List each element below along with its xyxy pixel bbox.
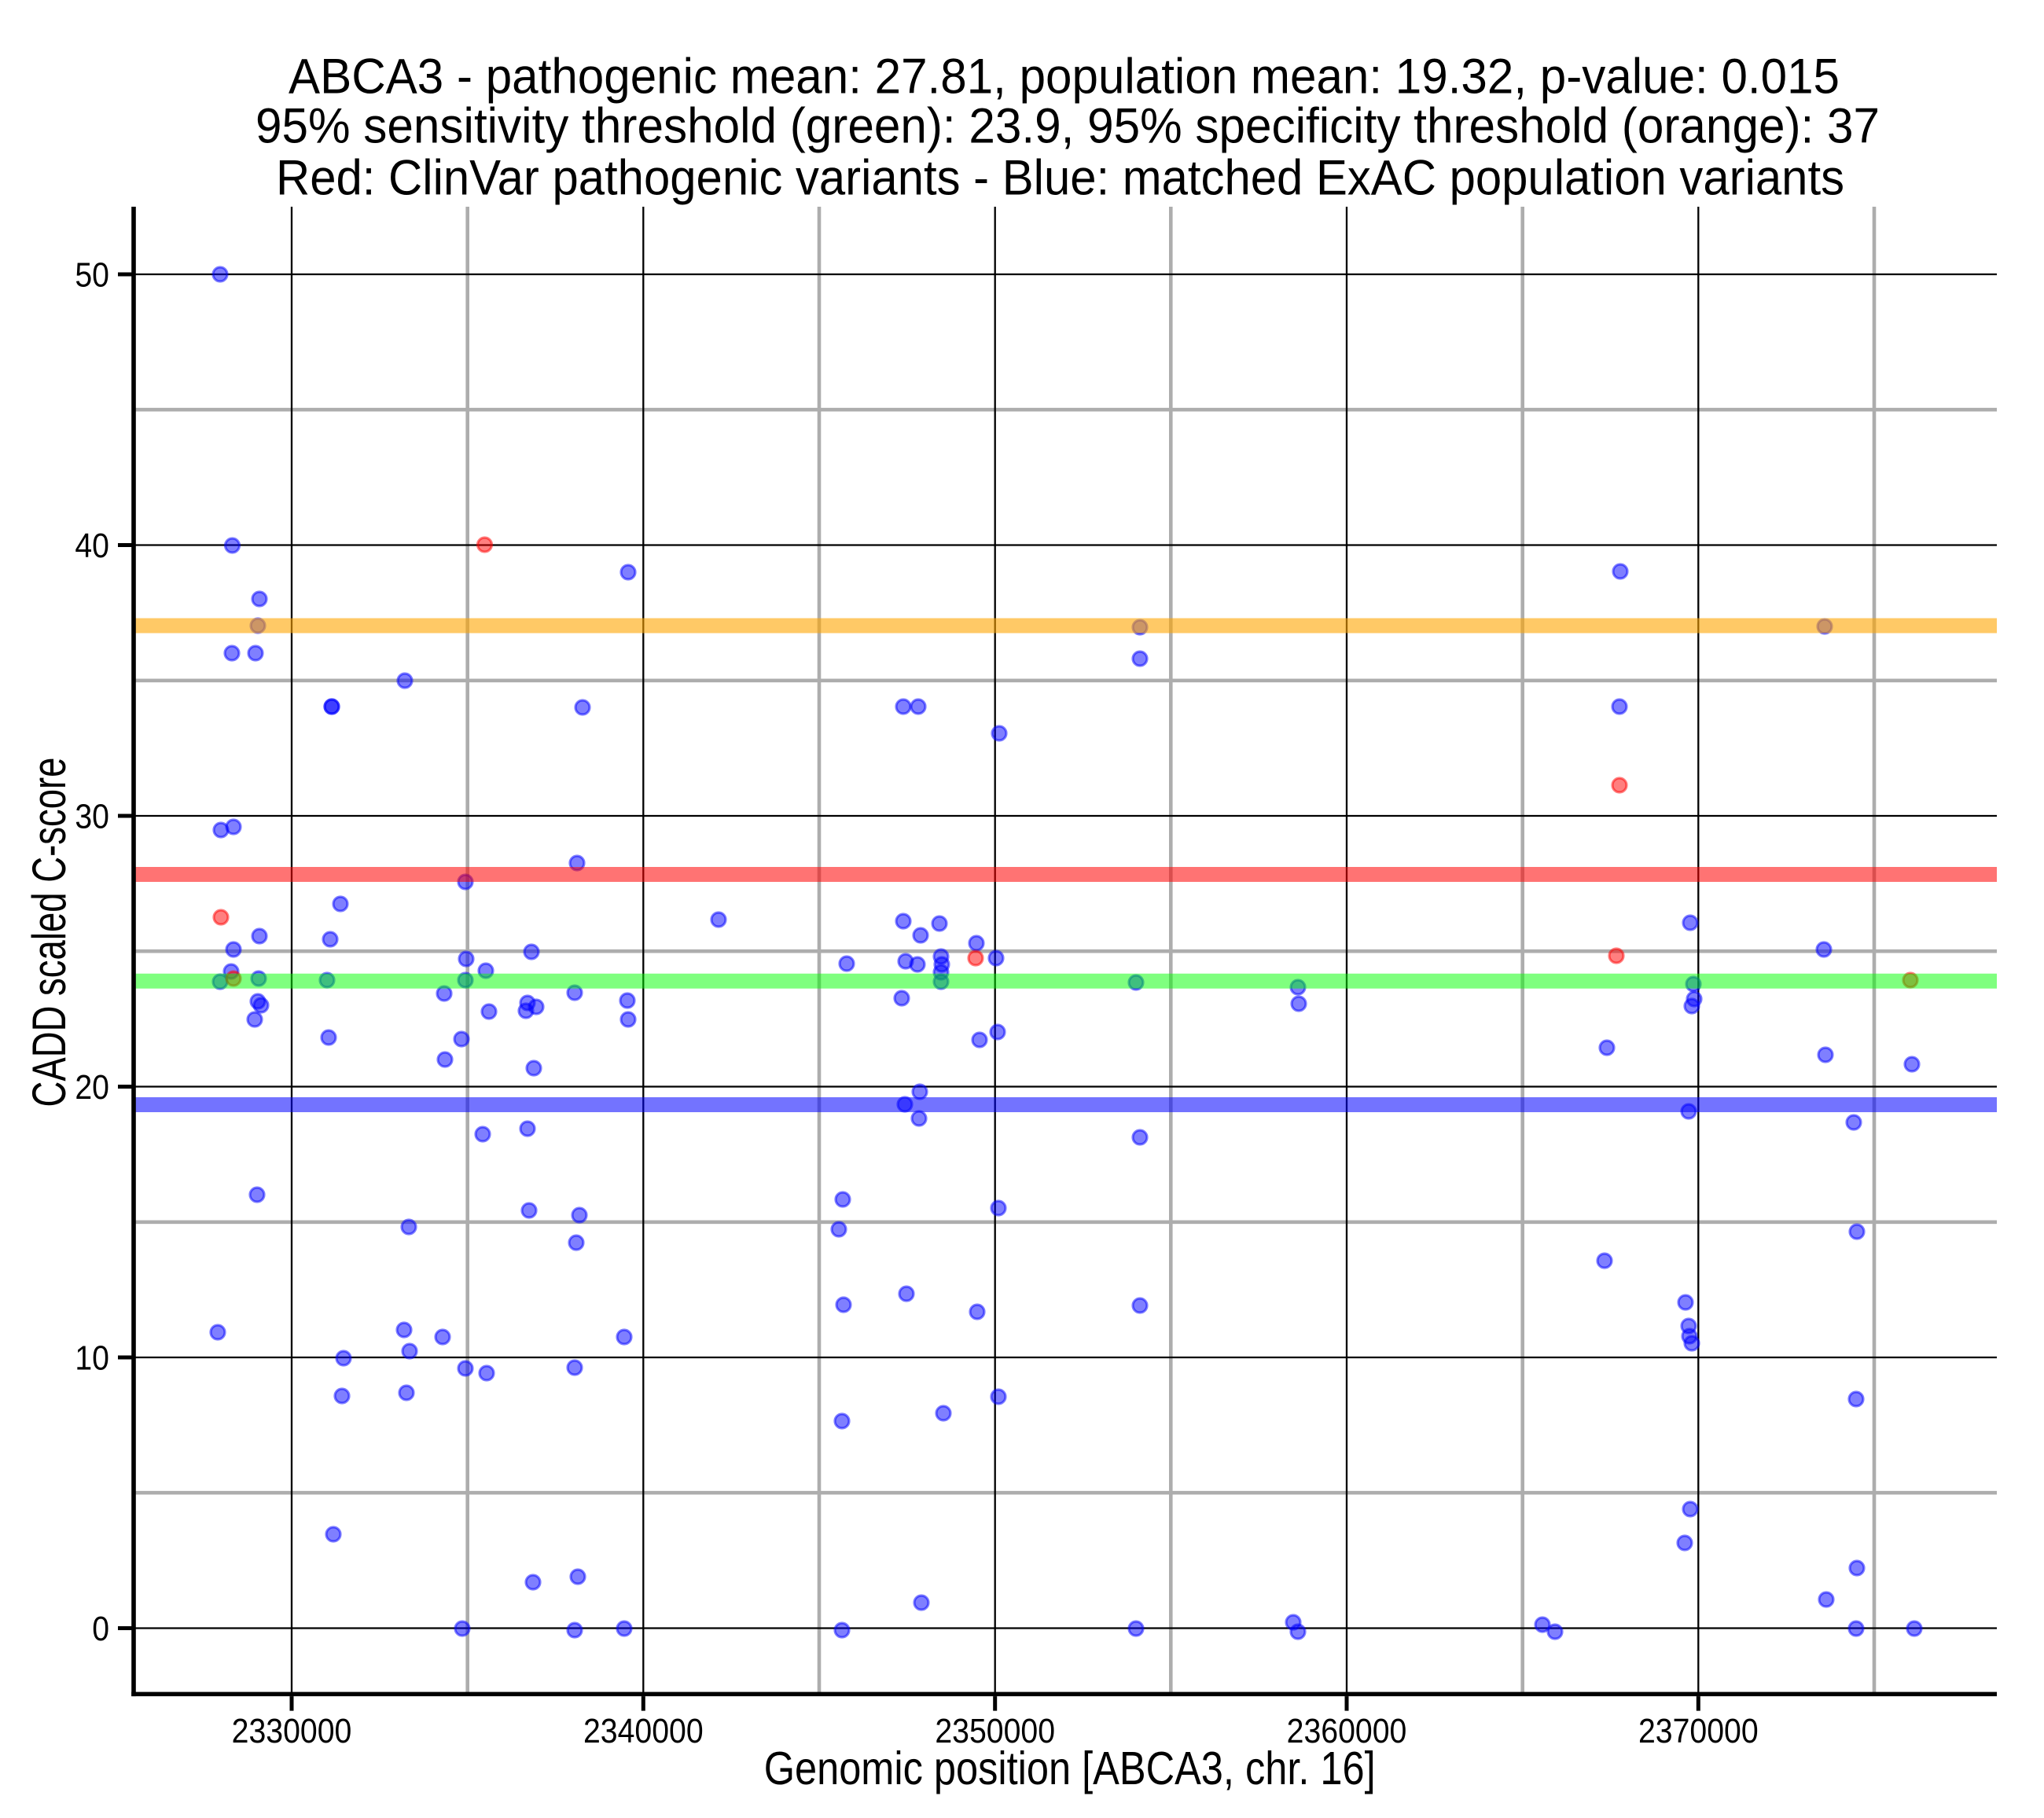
svg-text:2330000: 2330000 — [232, 1712, 352, 1750]
svg-text:40: 40 — [75, 527, 109, 565]
svg-text:50: 50 — [75, 255, 109, 294]
svg-text:2360000: 2360000 — [1287, 1712, 1407, 1750]
svg-text:30: 30 — [75, 797, 109, 836]
svg-text:2340000: 2340000 — [583, 1712, 704, 1750]
svg-text:10: 10 — [75, 1339, 109, 1377]
svg-text:Red: ClinVar pathogenic varian: Red: ClinVar pathogenic variants - Blue:… — [276, 151, 1844, 206]
svg-text:20: 20 — [75, 1068, 109, 1107]
svg-text:ABCA3 - pathogenic mean: 27.81: ABCA3 - pathogenic mean: 27.81, populati… — [289, 50, 1840, 105]
svg-text:CADD scaled C-score: CADD scaled C-score — [23, 758, 75, 1107]
svg-text:0: 0 — [92, 1610, 109, 1648]
svg-text:2370000: 2370000 — [1638, 1712, 1759, 1750]
svg-text:2350000: 2350000 — [935, 1712, 1055, 1750]
svg-text:95% sensitivity threshold (gre: 95% sensitivity threshold (green): 23.9,… — [256, 98, 1880, 153]
svg-text:Genomic position [ABCA3, chr.: Genomic position [ABCA3, chr. 16] — [764, 1743, 1376, 1794]
